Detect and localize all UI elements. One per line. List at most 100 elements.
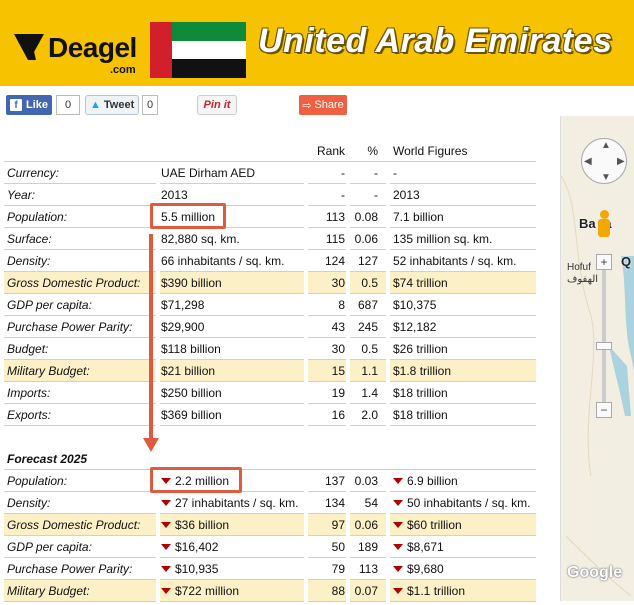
forecast-percent: 0.06 [348,518,378,532]
current-value: 5.5 million [161,210,215,224]
table-row: Density: 27 inhabitants / sq. km. 134 54 50 … [4,492,536,514]
decrease-arrow-icon [161,587,171,594]
forecast-value-text: $16,402 [175,540,219,554]
decrease-arrow-icon [161,543,171,550]
current-value: $29,900 [161,320,204,334]
current-value: $369 billion [161,408,222,422]
current-rank-text: 30 [331,342,345,356]
forecast-label-text: Population: [7,474,68,488]
forecast-percent-text: 0.07 [354,584,378,598]
current-rank-text: 15 [331,364,345,378]
current-rank: - [310,188,345,202]
forecast-value-text: $722 million [175,584,240,598]
current-percent: 1.4 [348,386,378,400]
zoom-slider-thumb[interactable] [596,342,612,350]
table-row: Gross Domestic Product: $390 billion 30 0.5… [4,272,536,294]
current-rank-text: 43 [331,320,345,334]
current-percent-text: 0.08 [354,210,378,224]
table-row: Imports: $250 billion 19 1.4 $18 trillion [4,382,536,404]
current-percent-text: 245 [357,320,378,334]
forecast-rank-text: 50 [331,540,345,554]
current-world-figure-text: $12,182 [393,320,437,334]
map-label-hofuf-arabic: الهفوف [567,274,599,285]
forecast-value: $36 billion [161,518,229,532]
forecast-world-figure: $8,671 [393,540,444,554]
forecast-rank-text: 79 [331,562,345,576]
forecast-rank: 88 [310,584,345,598]
current-value: $250 billion [161,386,222,400]
pinterest-button[interactable]: Pin it [197,95,237,115]
current-value-text: 66 inhabitants / sq. km. [161,254,285,268]
current-label-text: Budget: [7,342,49,356]
current-percent: - [348,166,378,180]
current-world-figure: $10,375 [393,298,436,312]
uae-flag [150,22,246,78]
tweet-button[interactable]: ▲ Tweet [85,95,139,115]
forecast-label: Gross Domestic Product: [7,518,140,532]
current-value: UAE Dirham AED [161,166,255,180]
logo-text: Deagel [48,32,137,63]
share-button[interactable]: ⇨ Share [299,95,347,115]
current-rank: 19 [310,386,345,400]
current-label-text: GDP per capita: [7,298,92,312]
table-row: GDP per capita: $71,298 8 687 $10,375 [4,294,536,316]
current-percent-text: 2.0 [361,408,378,422]
forecast-title-row: Forecast 2025 [4,448,536,470]
deagel-logo[interactable]: Deagel .com [14,22,144,80]
forecast-percent: 0.07 [348,584,378,598]
forecast-value-text: $10,935 [175,562,219,576]
current-value-text: $390 billion [161,276,222,290]
current-label-text: Military Budget: [7,364,90,378]
current-world-figure-text: 135 million sq. km. [393,232,493,246]
street-view-pegman-icon[interactable] [597,210,611,240]
current-world-figure: $18 trillion [393,408,448,422]
current-world-figure-text: $1.8 trillion [393,364,452,378]
forecast-percent: 189 [348,540,378,554]
current-rank: 43 [310,320,345,334]
forecast-world-figure-text: $60 trillion [407,518,462,532]
zoom-in-button[interactable]: + [596,254,612,270]
rank-header: Rank [316,144,345,158]
facebook-like-button[interactable]: f Like [6,95,52,115]
current-rank-text: 8 [338,298,345,312]
current-label: Imports: [7,386,50,400]
country-map[interactable]: ▲ ▼ ◀ ▶ Ba ra Q Hofuf الهفوف + − Google [560,116,634,601]
current-label: Density: [7,254,50,268]
current-world-figure: $26 trillion [393,342,448,356]
current-label-text: Year: [7,188,36,202]
table-row: Density: 66 inhabitants / sq. km. 124 127 52… [4,250,536,272]
forecast-rank: 137 [310,474,345,488]
facebook-icon: f [10,99,22,111]
zoom-out-button[interactable]: − [596,402,612,418]
map-zoom-control[interactable]: + − [596,254,612,418]
current-rank-text: 113 [325,210,345,224]
current-world-figure-text: 52 inhabitants / sq. km. [393,254,517,268]
decrease-arrow-icon [393,565,403,572]
current-label: Purchase Power Parity: [7,320,132,334]
map-pan-control[interactable]: ▲ ▼ ◀ ▶ [581,138,627,184]
forecast-world-figure: $9,680 [393,562,444,576]
population-highlight-box [150,203,226,229]
current-label-text: Currency: [7,166,60,180]
table-row: Gross Domestic Product: $36 billion 97 0.06… [4,514,536,536]
current-value: $71,298 [161,298,204,312]
current-percent-text: 1.4 [361,386,378,400]
forecast-world-figure-text: $1.1 trillion [407,584,466,598]
forecast-label-text: Gross Domestic Product: [7,518,141,532]
current-percent-text: 0.06 [354,232,378,246]
forecast-value: $16,402 [161,540,218,554]
current-value: $21 billion [161,364,215,378]
like-label: Like [26,99,49,111]
current-rank-text: 115 [325,232,345,246]
current-rank: 115 [310,232,345,246]
current-percent: 127 [348,254,378,268]
page-title: United Arab Emirates [258,22,613,60]
current-percent-text: - [374,188,378,202]
forecast-value: $10,935 [161,562,218,576]
forecast-rank-text: 97 [331,518,345,532]
current-rank: 30 [310,342,345,356]
table-row: GDP per capita: $16,402 50 189 $8,671 [4,536,536,558]
forecast-world-figure: $1.1 trillion [393,584,465,598]
zoom-track[interactable] [602,270,606,402]
current-world-figure: 7.1 billion [393,210,444,224]
